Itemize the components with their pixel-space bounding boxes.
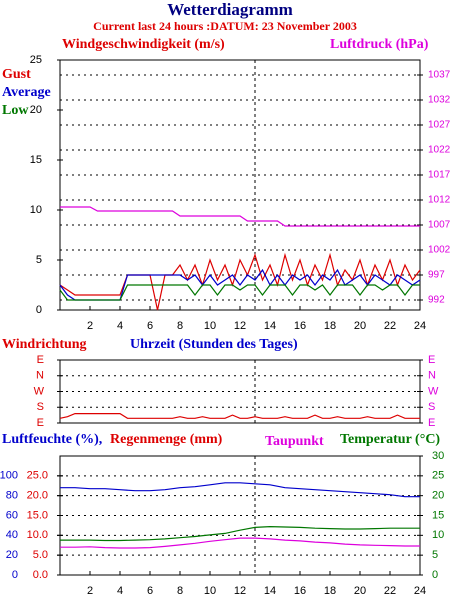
x-tick-label: 4	[117, 320, 123, 332]
legend-entry: Average	[2, 85, 51, 100]
y-tick-label: N	[36, 370, 44, 382]
x-tick-label: 20	[354, 320, 366, 332]
y-tick-label: 20	[30, 104, 42, 116]
x-tick-label: 10	[204, 320, 216, 332]
y-tick-label: 5	[36, 254, 42, 266]
y-tick-label: S	[37, 401, 44, 413]
y-tick-label: 1032	[428, 95, 451, 106]
y-tick-label: E	[37, 417, 44, 429]
y-tick-label: 1012	[428, 195, 451, 206]
x-tick-label: 20	[354, 585, 366, 597]
legend-entry: Gust	[2, 67, 31, 82]
x-tick-label: 18	[324, 320, 336, 332]
y-tick-label: E	[37, 354, 44, 366]
y-tick-label: 15	[432, 509, 444, 521]
y-tick-label: 1002	[428, 245, 451, 256]
x-tick-label: 16	[294, 585, 306, 597]
chart-title: Wetterdiagramm	[167, 0, 293, 19]
plot-frame	[59, 59, 421, 311]
y-tick-label: 20	[6, 549, 18, 561]
legend-entry: Taupunkt	[265, 434, 324, 449]
x-tick-label: 14	[264, 320, 276, 332]
y-tick-label: 10	[30, 204, 42, 216]
series-line	[60, 537, 420, 549]
y-tick-label: 5.0	[33, 549, 48, 561]
y-tick-label: W	[34, 385, 45, 397]
x-tick-label: 2	[87, 320, 93, 332]
x-tick-label: 22	[384, 320, 396, 332]
x-tick-label: 6	[147, 320, 153, 332]
y-tick-label: 30	[432, 450, 444, 462]
y-tick-label: 0.0	[33, 569, 48, 581]
y-tick-label: 80	[6, 490, 18, 502]
chart-subtitle: Current last 24 hours :DATUM: 23 Novembe…	[93, 19, 357, 33]
rain-axis-label: Regenmenge (mm)	[110, 432, 223, 447]
x-tick-label: 8	[177, 585, 183, 597]
y-tick-label: 0	[36, 304, 42, 316]
y-tick-label: 15.0	[27, 509, 48, 521]
x-tick-label: 24	[414, 320, 426, 332]
y-tick-label: N	[428, 370, 436, 382]
series-line	[59, 413, 420, 419]
y-tick-label: 1037	[428, 70, 451, 81]
y-tick-label: 100	[0, 470, 18, 482]
x-tick-label: 10	[204, 585, 216, 597]
x-tick-label: 4	[117, 585, 123, 597]
y-tick-label: 1022	[428, 145, 451, 156]
x-tick-label: 6	[147, 585, 153, 597]
y-tick-label: 10.0	[27, 529, 48, 541]
y-tick-label: 20	[432, 490, 444, 502]
x-tick-label: 8	[177, 320, 183, 332]
legend-entry: Luftfeuchte (%),	[2, 432, 102, 447]
y-tick-label: 60	[6, 509, 18, 521]
y-tick-label: 992	[428, 295, 445, 306]
series-line	[60, 482, 420, 498]
y-tick-label: 0	[432, 569, 438, 581]
y-tick-label: 40	[6, 529, 18, 541]
x-tick-label: 14	[264, 585, 276, 597]
series-line	[59, 252, 421, 311]
y-tick-label: 25	[432, 470, 444, 482]
y-tick-label: 1007	[428, 220, 451, 231]
y-axis-label: Windgeschwindigkeit (m/s)	[62, 37, 225, 52]
series-line	[59, 284, 420, 301]
y-tick-label: 0	[12, 569, 18, 581]
legend-entry: Low	[2, 103, 29, 118]
x-tick-label: 16	[294, 320, 306, 332]
x-tick-label: 24	[414, 585, 426, 597]
y-tick-label: 997	[428, 270, 445, 281]
y-tick-label: 25.0	[27, 470, 48, 482]
legend-entry: Temperatur (°C)	[340, 432, 440, 447]
x-tick-label: 22	[384, 585, 396, 597]
y-tick-label: 1017	[428, 170, 451, 181]
x-tick-label: 12	[234, 585, 246, 597]
y-tick-label: 1027	[428, 120, 451, 131]
y-tick-label: E	[428, 417, 435, 429]
y-tick-label: 5	[432, 549, 438, 561]
legend-entry: Windrichtung	[2, 337, 87, 352]
x-tick-label: 18	[324, 585, 336, 597]
x-axis-label: Uhrzeit (Stunden des Tages)	[130, 337, 298, 352]
y-tick-label: 15	[30, 154, 42, 166]
y-tick-label: 25	[30, 54, 42, 66]
y-tick-label: W	[428, 385, 439, 397]
x-tick-label: 2	[87, 585, 93, 597]
y-tick-label: E	[428, 354, 435, 366]
y-tick-label: S	[428, 401, 435, 413]
y-tick-label: 10	[432, 529, 444, 541]
series-line	[60, 206, 420, 227]
y-tick-label: 20.0	[27, 490, 48, 502]
x-tick-label: 12	[234, 320, 246, 332]
legend-entry: Luftdruck (hPa)	[330, 37, 429, 52]
series-line	[60, 525, 420, 542]
